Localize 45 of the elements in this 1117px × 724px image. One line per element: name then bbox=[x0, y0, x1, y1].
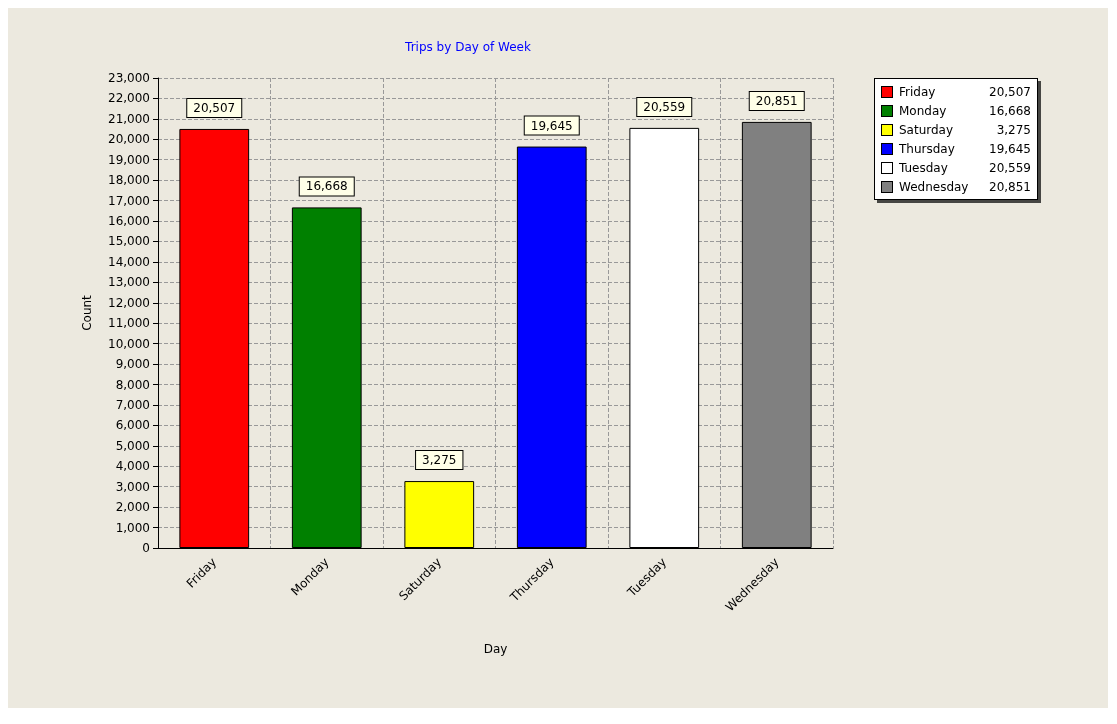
data-label: 20,507 bbox=[193, 100, 236, 115]
y-tick-label: 18,000 bbox=[108, 173, 150, 188]
y-tick-label: 15,000 bbox=[108, 234, 150, 249]
text: 20,559 bbox=[989, 160, 1031, 175]
text: 20,851 bbox=[989, 179, 1031, 194]
y-tick-label: 23,000 bbox=[108, 71, 150, 85]
y-tick-label: 13,000 bbox=[108, 275, 150, 290]
category-label: Thursday bbox=[899, 141, 955, 156]
y-tick-label: 2,000 bbox=[115, 500, 150, 515]
y-tick-label: 4,000 bbox=[115, 459, 150, 474]
text: 16,668 bbox=[989, 103, 1031, 118]
y-tick-label: 11,000 bbox=[108, 316, 150, 331]
category-label: Wednesday bbox=[899, 179, 969, 194]
chart-title: Trips by Day of Week bbox=[404, 40, 531, 54]
category-label: Monday bbox=[899, 103, 947, 118]
text: 3,275 bbox=[996, 122, 1031, 137]
y-tick-label: 16,000 bbox=[108, 214, 150, 229]
data-label: 3,275 bbox=[422, 453, 457, 468]
data-label: 20,559 bbox=[643, 99, 686, 114]
text: 20,507 bbox=[989, 84, 1031, 99]
y-tick-label: 19,000 bbox=[108, 152, 150, 167]
data-label: 16,668 bbox=[305, 179, 348, 194]
y-tick-label: 14,000 bbox=[108, 254, 150, 269]
text: 19,645 bbox=[989, 141, 1031, 156]
y-tick-label: 22,000 bbox=[108, 91, 150, 106]
y-tick-label: 9,000 bbox=[115, 357, 150, 372]
category-label: Friday bbox=[899, 84, 936, 99]
y-tick-label: 7,000 bbox=[115, 397, 150, 412]
y-tick-label: 10,000 bbox=[108, 336, 150, 351]
y-tick-label: 17,000 bbox=[108, 193, 150, 208]
data-label: 20,851 bbox=[755, 93, 798, 108]
y-tick-label: 6,000 bbox=[115, 418, 150, 433]
data-label: 19,645 bbox=[530, 118, 573, 133]
y-tick-label: 20,000 bbox=[108, 132, 150, 147]
category-label: Tuesday bbox=[899, 160, 948, 175]
y-tick-label: 12,000 bbox=[108, 295, 150, 310]
x-axis-title: Day bbox=[483, 642, 508, 656]
y-tick-label: 5,000 bbox=[115, 438, 150, 453]
y-axis-title: Count bbox=[80, 294, 94, 331]
y-tick-label: 21,000 bbox=[108, 111, 150, 126]
category-label: Saturday bbox=[899, 122, 954, 137]
y-tick-label: 8,000 bbox=[115, 377, 150, 392]
y-tick-label: 1,000 bbox=[115, 520, 150, 535]
y-tick-label: 0 bbox=[142, 541, 150, 555]
y-tick-label: 3,000 bbox=[115, 479, 150, 494]
